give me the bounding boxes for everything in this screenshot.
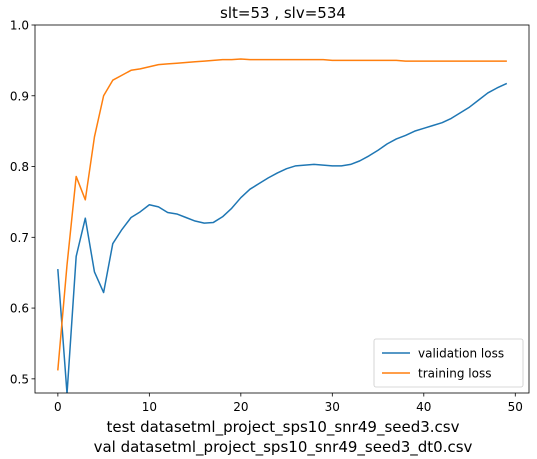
legend: validation loss training loss bbox=[373, 338, 524, 388]
x-tick-label: 30 bbox=[325, 400, 340, 414]
series-group bbox=[57, 58, 508, 393]
x-axis-label-line-1: test datasetml_project_sps10_snr49_seed3… bbox=[107, 418, 460, 437]
chart-title: slt=53 , slv=534 bbox=[220, 4, 346, 22]
x-tick-label: 50 bbox=[508, 400, 523, 414]
plot-frame bbox=[34, 24, 530, 394]
series-layer bbox=[57, 58, 508, 393]
x-tick-label: 0 bbox=[54, 400, 62, 414]
y-tick-label: 0.5 bbox=[10, 372, 29, 386]
legend-label-training-loss: training loss bbox=[418, 367, 491, 381]
y-tick-label: 0.6 bbox=[10, 302, 29, 316]
x-tick-label: 10 bbox=[142, 400, 157, 414]
series-line-training-loss bbox=[57, 58, 507, 371]
x-axis-label-line-2: val datasetml_project_sps10_snr49_seed3_… bbox=[94, 438, 473, 457]
legend-box bbox=[373, 338, 524, 388]
x-tick-label: 40 bbox=[416, 400, 431, 414]
y-tick-label: 1.0 bbox=[10, 19, 29, 33]
y-tick-label: 0.7 bbox=[10, 231, 29, 245]
y-tick-label: 0.8 bbox=[10, 160, 29, 174]
series-line-validation-loss bbox=[57, 82, 508, 393]
legend-label-validation-loss: validation loss bbox=[418, 347, 504, 361]
axes-layer: 0 10 20 30 40 50 0.5 0.6 0.7 0.8 0.9 1.0 bbox=[10, 19, 530, 414]
y-tick-label: 0.9 bbox=[10, 89, 29, 103]
x-tick-label: 20 bbox=[233, 400, 248, 414]
